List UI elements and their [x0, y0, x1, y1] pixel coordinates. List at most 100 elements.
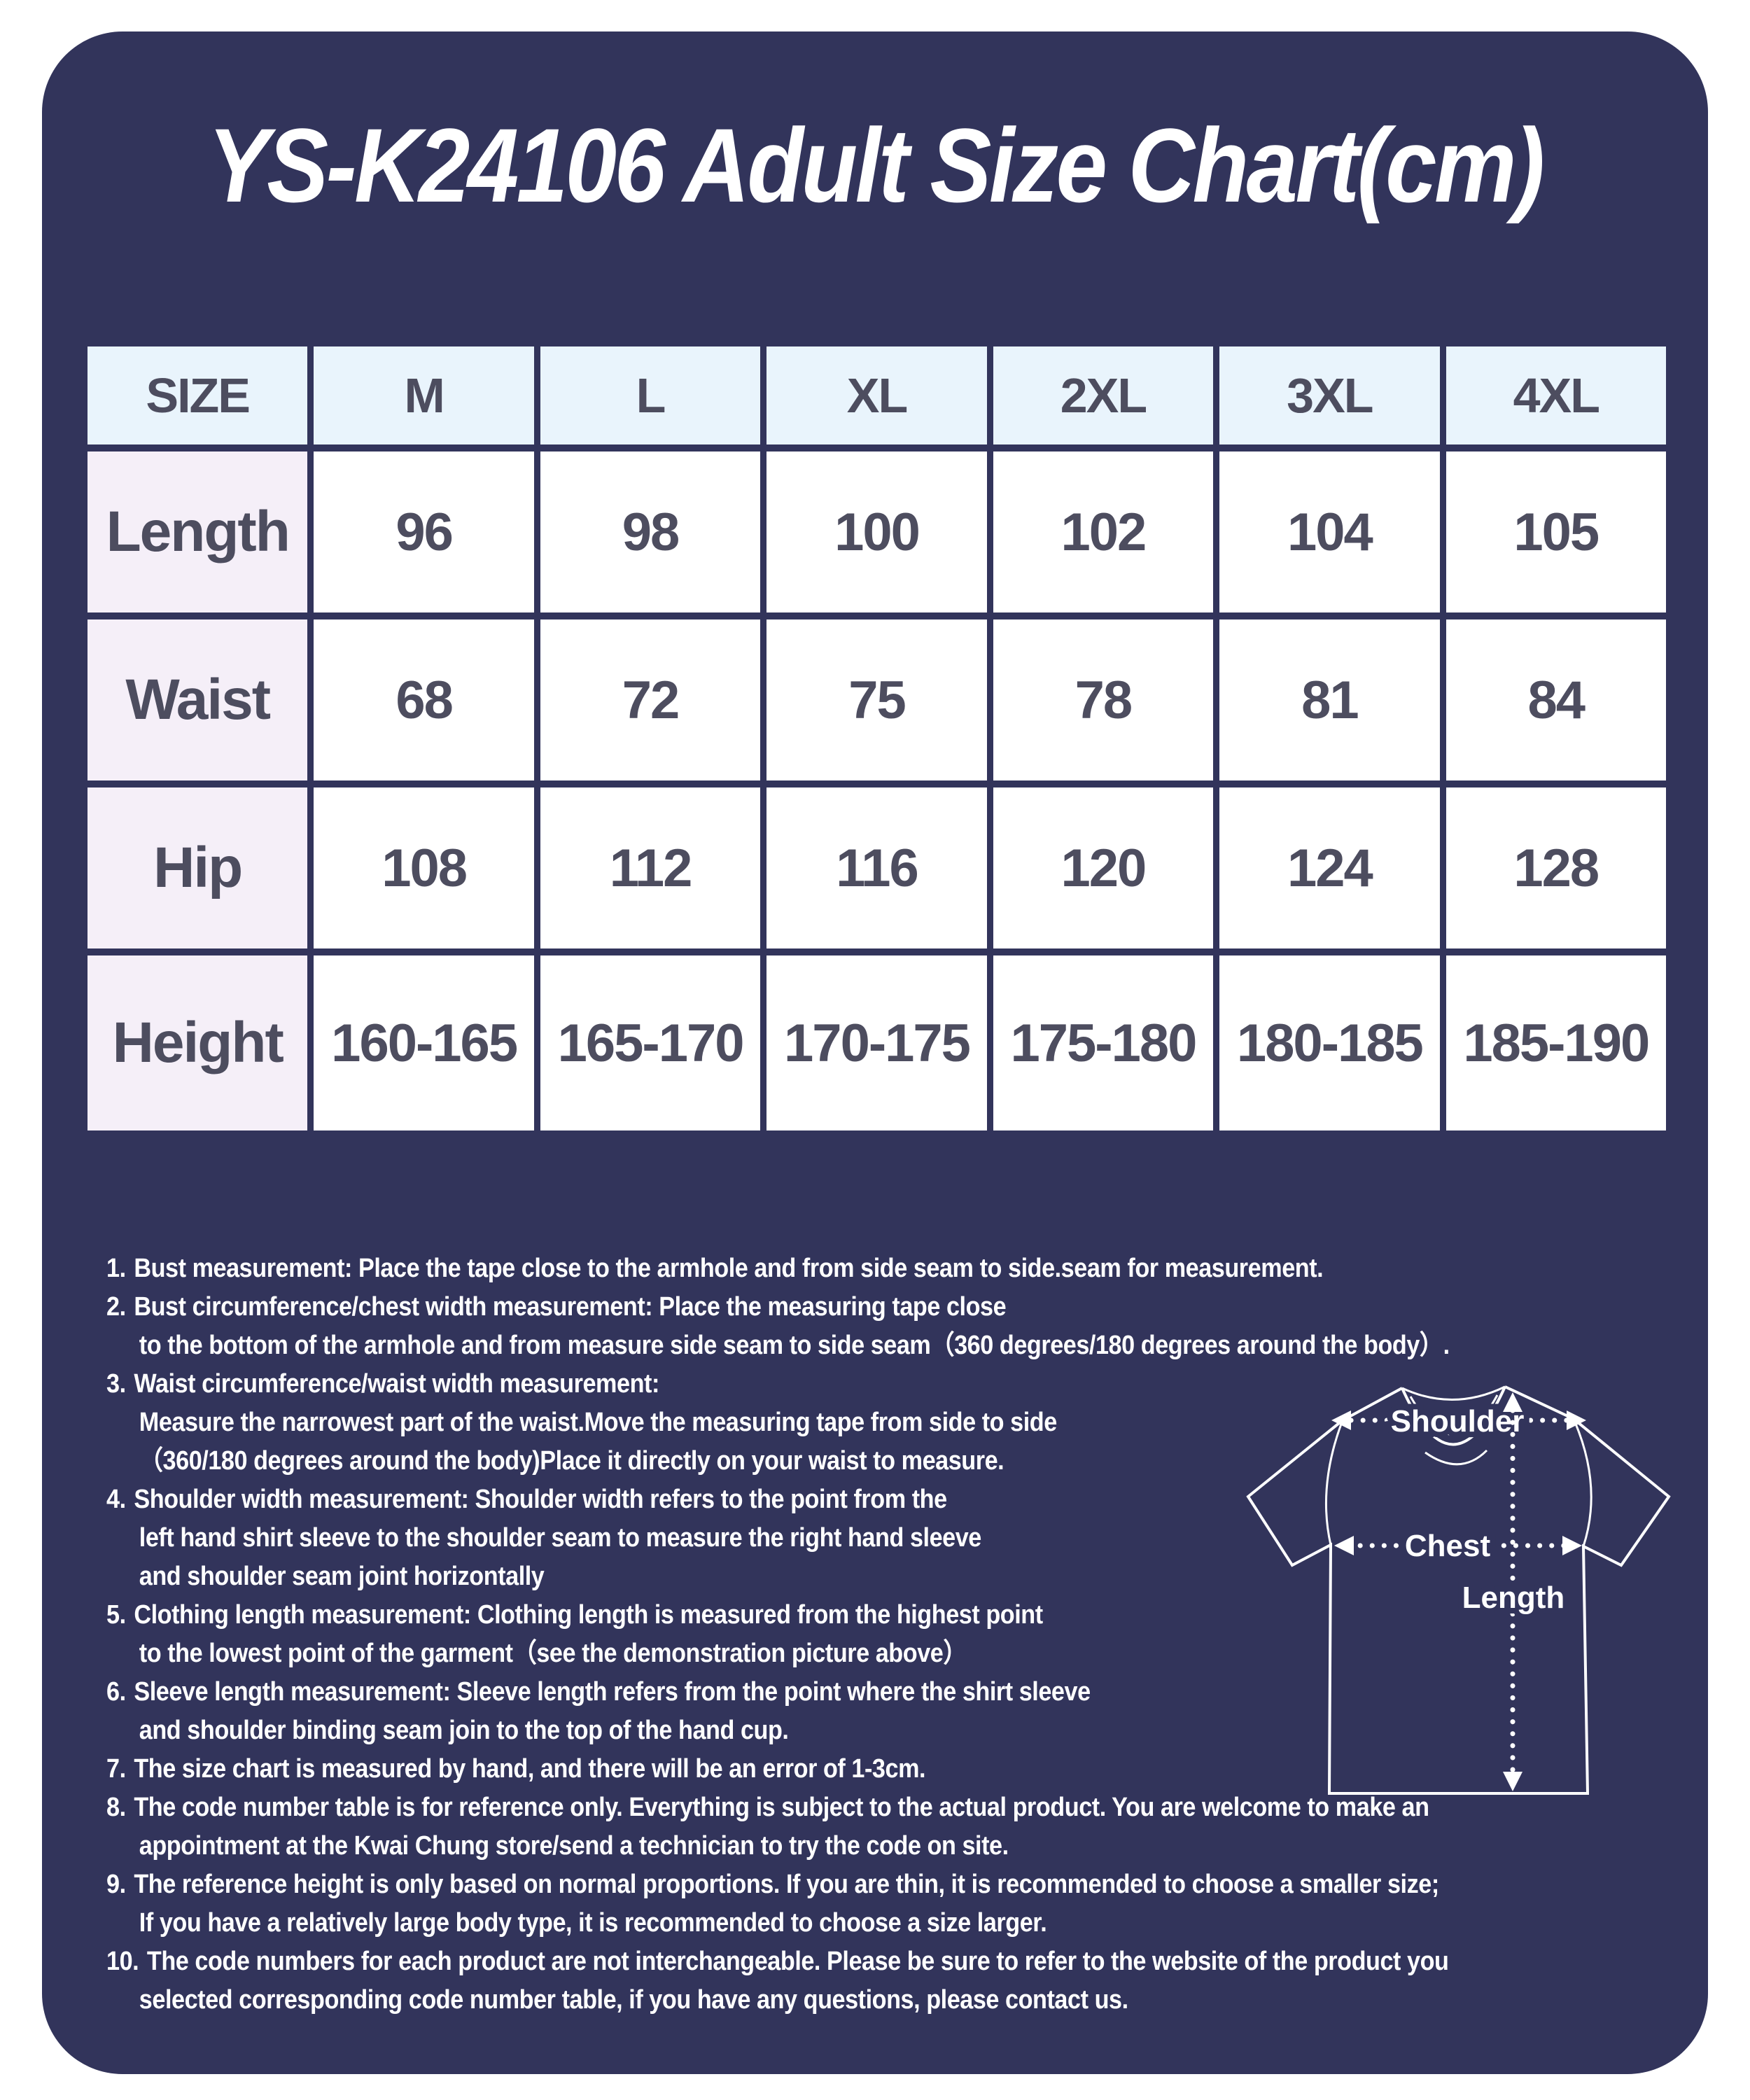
- size-table-header-cell: 2XL: [993, 346, 1214, 444]
- collar-front-curve: [1401, 1386, 1506, 1446]
- size-value-cell: 175-180: [993, 955, 1214, 1130]
- shoulder-label: Shoulder: [1391, 1404, 1525, 1438]
- note-number: 2.: [106, 1292, 126, 1322]
- shoulder-arrowhead-right: [1567, 1410, 1586, 1430]
- size-value-cell: 84: [1446, 620, 1666, 780]
- size-value-cell: 102: [993, 451, 1214, 612]
- note-number: 1.: [106, 1254, 126, 1283]
- note-text: Sleeve length measurement: Sleeve length…: [134, 1677, 1091, 1707]
- note-text: The code number table is for reference o…: [134, 1793, 1429, 1822]
- note-line: and shoulder binding seam join to the to…: [139, 1716, 789, 1745]
- size-table-header-cell: XL: [766, 346, 987, 444]
- note-item: 7. The size chart is measured by hand, an…: [106, 1750, 1669, 1788]
- size-table-header-cell: 4XL: [1446, 346, 1666, 444]
- size-value-cell: 75: [766, 620, 987, 780]
- note-text: The reference height is only based on no…: [134, 1870, 1439, 1899]
- size-table-header-cell: 3XL: [1219, 346, 1440, 444]
- note-line: and shoulder seam joint horizontally: [139, 1562, 545, 1591]
- note-item: 3. Waist circumference/waist width measur…: [106, 1365, 1669, 1480]
- note-line: 7. The size chart is measured by hand, an…: [106, 1750, 1669, 1788]
- row-label-cell: Length: [88, 451, 308, 612]
- size-table-header-cell: M: [314, 346, 534, 444]
- size-value-cell: 98: [540, 451, 761, 612]
- size-table: SIZE M L XL 2XL 3XL 4XL Length 96 98 100…: [88, 346, 1666, 1130]
- note-line: to the lowest point of the garment（see t…: [139, 1639, 967, 1668]
- size-value-cell: 100: [766, 451, 987, 612]
- chest-label: Chest: [1405, 1529, 1491, 1563]
- length-arrowhead-top: [1503, 1392, 1522, 1412]
- row-label-cell: Height: [88, 955, 308, 1130]
- note-line: 3. Waist circumference/waist width measur…: [106, 1365, 1669, 1404]
- size-value-cell: 180-185: [1219, 955, 1440, 1130]
- size-value-cell: 72: [540, 620, 761, 780]
- row-label-cell: Hip: [88, 788, 308, 948]
- collar-smile-line: [1424, 1449, 1488, 1466]
- left-sleeve-seam: [1324, 1420, 1344, 1546]
- note-item: 10. The code numbers for each product are…: [106, 1942, 1669, 2019]
- note-line: 4. Shoulder width measurement: Shoulder w…: [106, 1480, 1669, 1519]
- size-value-cell: 68: [314, 620, 534, 780]
- note-line: 10. The code numbers for each product are…: [106, 1942, 1669, 1981]
- size-value-cell: 108: [314, 788, 534, 948]
- collar-back-curve: [1401, 1385, 1506, 1401]
- note-text: Waist circumference/waist width measurem…: [134, 1369, 659, 1399]
- size-value-cell: 124: [1219, 788, 1440, 948]
- note-line: 2. Bust circumference/chest width measure…: [106, 1288, 1669, 1326]
- note-number: 4.: [106, 1485, 126, 1514]
- note-text: Bust measurement: Place the tape close t…: [134, 1254, 1324, 1283]
- row-label-cell: Waist: [88, 620, 308, 780]
- note-line: Measure the narrowest part of the waist.…: [139, 1408, 1057, 1437]
- note-number: 10.: [106, 1947, 139, 1976]
- chest-arrowhead-left: [1334, 1536, 1354, 1555]
- size-value-cell: 185-190: [1446, 955, 1666, 1130]
- size-value-cell: 128: [1446, 788, 1666, 948]
- note-item: 5. Clothing length measurement: Clothing …: [106, 1596, 1669, 1673]
- size-value-cell: 170-175: [766, 955, 987, 1130]
- note-text: Clothing length measurement: Clothing le…: [134, 1600, 1043, 1630]
- note-line: left hand shirt sleeve to the shoulder s…: [139, 1523, 981, 1553]
- note-line: 5. Clothing length measurement: Clothing …: [106, 1596, 1669, 1634]
- length-arrowhead-bottom: [1503, 1772, 1522, 1791]
- note-line: 1. Bust measurement: Place the tape close…: [106, 1250, 1669, 1288]
- note-item: 2. Bust circumference/chest width measure…: [106, 1288, 1669, 1365]
- note-text: The size chart is measured by hand, and …: [134, 1754, 926, 1784]
- note-line: 8. The code number table is for reference…: [106, 1788, 1669, 1827]
- page-title: YS-K24106 Adult Size Chart(cm): [207, 106, 1545, 224]
- note-text: The code numbers for each product are no…: [146, 1947, 1449, 1976]
- length-label: Length: [1462, 1581, 1565, 1615]
- note-item: 6. Sleeve length measurement: Sleeve leng…: [106, 1673, 1669, 1750]
- note-line: 6. Sleeve length measurement: Sleeve leng…: [106, 1673, 1669, 1712]
- size-value-cell: 81: [1219, 620, 1440, 780]
- size-value-cell: 104: [1219, 451, 1440, 612]
- size-value-cell: 165-170: [540, 955, 761, 1130]
- measurement-notes: 1. Bust measurement: Place the tape close…: [106, 1250, 1669, 2019]
- shoulder-arrowhead-left: [1331, 1410, 1351, 1430]
- note-line: （360/180 degrees around the body)Place i…: [139, 1446, 1004, 1476]
- size-value-cell: 78: [993, 620, 1214, 780]
- chest-arrowhead-right: [1562, 1536, 1582, 1555]
- tshirt-measurement-diagram: Shoulder Chest Length: [1246, 1385, 1671, 1795]
- size-value-cell: 112: [540, 788, 761, 948]
- note-number: 6.: [106, 1677, 126, 1707]
- note-text: Shoulder width measurement: Shoulder wid…: [134, 1485, 947, 1514]
- size-value-cell: 105: [1446, 451, 1666, 612]
- size-value-cell: 160-165: [314, 955, 534, 1130]
- note-number: 9.: [106, 1870, 126, 1899]
- size-value-cell: 116: [766, 788, 987, 948]
- collar-inner-curve: [1409, 1394, 1499, 1436]
- note-item: 1. Bust measurement: Place the tape close…: [106, 1250, 1669, 1288]
- right-sleeve-seam: [1572, 1418, 1592, 1547]
- note-number: 8.: [106, 1793, 126, 1822]
- note-line: appointment at the Kwai Chung store/send…: [139, 1831, 1009, 1861]
- note-number: 3.: [106, 1369, 126, 1399]
- size-table-header-cell: SIZE: [88, 346, 308, 444]
- note-line: selected corresponding code number table…: [139, 1985, 1128, 2015]
- note-line: to the bottom of the armhole and from me…: [139, 1331, 1450, 1360]
- note-number: 7.: [106, 1754, 126, 1784]
- size-value-cell: 120: [993, 788, 1214, 948]
- note-line: 9. The reference height is only based on …: [106, 1865, 1669, 1904]
- tshirt-outline: [1246, 1385, 1671, 1795]
- note-text: Bust circumference/chest width measureme…: [134, 1292, 1007, 1322]
- size-value-cell: 96: [314, 451, 534, 612]
- note-line: If you have a relatively large body type…: [139, 1908, 1047, 1938]
